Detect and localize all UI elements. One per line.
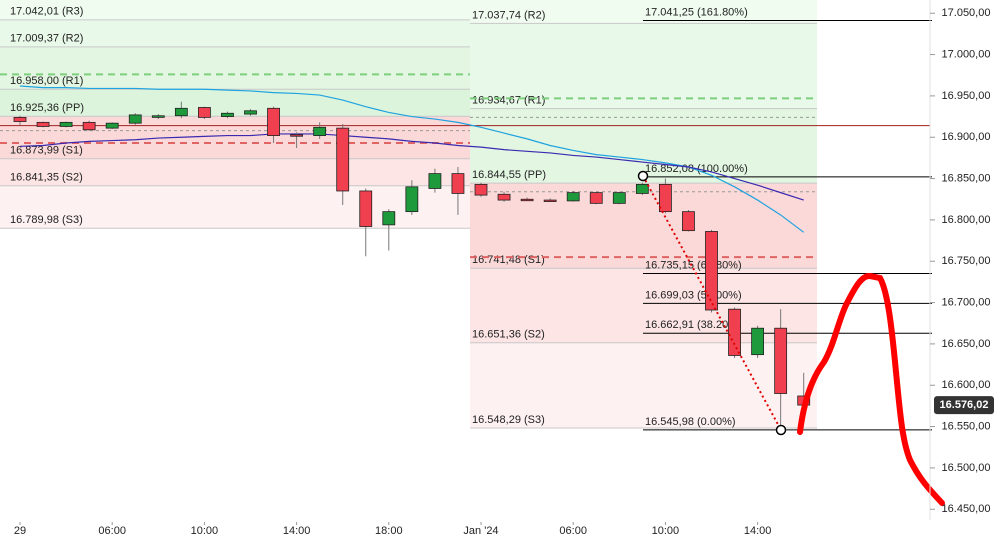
x-tick-label: 06:00 [98,525,126,537]
candle-body [566,192,580,202]
fib-label: 16.545,98 (0.00%) [645,416,736,428]
y-tick-label: 16.750,00 [942,255,991,267]
candle-body [774,327,788,394]
y-tick-label: 16.900,00 [942,131,991,143]
candle-body [543,199,557,202]
fib-anchor [637,170,649,182]
pivot-label: 17.009,37 (R2) [10,33,83,45]
y-tick-label: 17.050,00 [942,7,991,19]
candle-body [59,121,73,127]
annotations [637,170,945,506]
zone [470,342,817,428]
candle-body [13,116,27,122]
zones [0,0,817,428]
pivot-label: 16.841,35 (S2) [10,172,83,184]
candle-body [197,107,211,118]
zone [470,183,817,269]
x-tick-label: 10:00 [191,525,219,537]
candle-body [705,231,718,311]
zone [470,108,817,184]
candle-body [682,211,695,232]
y-tick-label: 16.700,00 [942,296,991,308]
pivot-label: 16.925,36 (PP) [10,102,84,114]
x-tick-label: 06:00 [559,525,587,537]
candle-body [728,308,741,356]
candle-body [405,186,419,213]
zone [0,0,470,20]
x-tick-label: 10:00 [652,525,680,537]
y-tick-label: 16.500,00 [942,462,991,474]
y-tick-label: 16.550,00 [942,420,991,432]
pivot-label: 16.741,48 (S1) [472,254,545,266]
hand-drawing [797,273,945,506]
candle-body [428,173,442,189]
fib-label: 17.041,25 (161.80%) [645,6,748,18]
y-tick-label: 16.600,00 [942,379,991,391]
zone [0,116,470,159]
x-tick-label: 14:00 [283,525,311,537]
last-price-box [934,396,994,415]
zone [0,46,470,90]
pivot-label: 16.934,67 (R1) [472,94,545,106]
candle-body [151,115,165,118]
zone [470,23,817,109]
candle-body [105,122,119,129]
candle-body [589,192,603,204]
y-tick-label: 16.800,00 [942,214,991,226]
x-tick-label: 18:00 [375,525,403,537]
y-tick-label: 16.850,00 [942,172,991,184]
moving-average [19,133,804,201]
candle-body [520,198,534,202]
candle-body [635,183,649,194]
y-tick-label: 17.000,00 [942,48,991,60]
pivot-label: 16.548,29 (S3) [472,414,545,426]
candle-body [36,121,50,127]
y-tick-label: 16.650,00 [942,338,991,350]
pivot-label: 16.789,98 (S3) [10,214,83,226]
candle-body [290,134,304,137]
x-tick-label: Jan '24 [463,525,498,537]
candle-body [174,107,188,117]
candle-body [382,211,396,226]
fib-anchor [775,424,787,436]
fib-label: 16.662,91 (38.20%) [645,319,742,331]
zone [470,0,817,24]
pivot-label: 17.037,74 (R2) [472,9,545,21]
moving-average [19,85,805,233]
x-tick-label: 14:00 [744,525,772,537]
y-tick-label: 16.950,00 [942,90,991,102]
candle-body [612,192,626,204]
fib-trend [642,175,782,431]
candle-body [128,114,142,124]
pivot-label: 16.651,36 (S2) [472,329,545,341]
axes: 17.050,00 17.000,00 16.950,00 16.900,00 16.8… [14,0,994,537]
pivot-label: 16.844,55 (PP) [472,169,546,181]
candle-body [336,127,350,192]
candle-body [451,173,465,194]
candle-body [267,107,280,136]
candle-body [659,183,672,213]
zone [0,89,470,117]
x-tick-label: 29 [14,525,26,537]
fib-label: 16.699,03 (50.00%) [645,289,742,301]
candles [13,101,811,430]
candle-body [82,121,96,131]
candle-body [244,110,257,115]
candle-body [474,183,488,196]
candle-body [751,327,764,356]
y-tick-label: 16.450,00 [942,503,991,515]
candle-body [497,193,511,201]
pivot-label: 17.042,01 (R3) [10,6,83,18]
zone [0,19,470,47]
candle-body [313,126,327,136]
candle-body [221,112,234,117]
pivot-label: 16.873,99 (S1) [10,145,83,157]
zone [0,158,470,186]
candle-body [359,190,373,227]
last-price-label: 16.576,02 [940,399,989,411]
pivot-label: 16.958,00 (R1) [10,75,83,87]
